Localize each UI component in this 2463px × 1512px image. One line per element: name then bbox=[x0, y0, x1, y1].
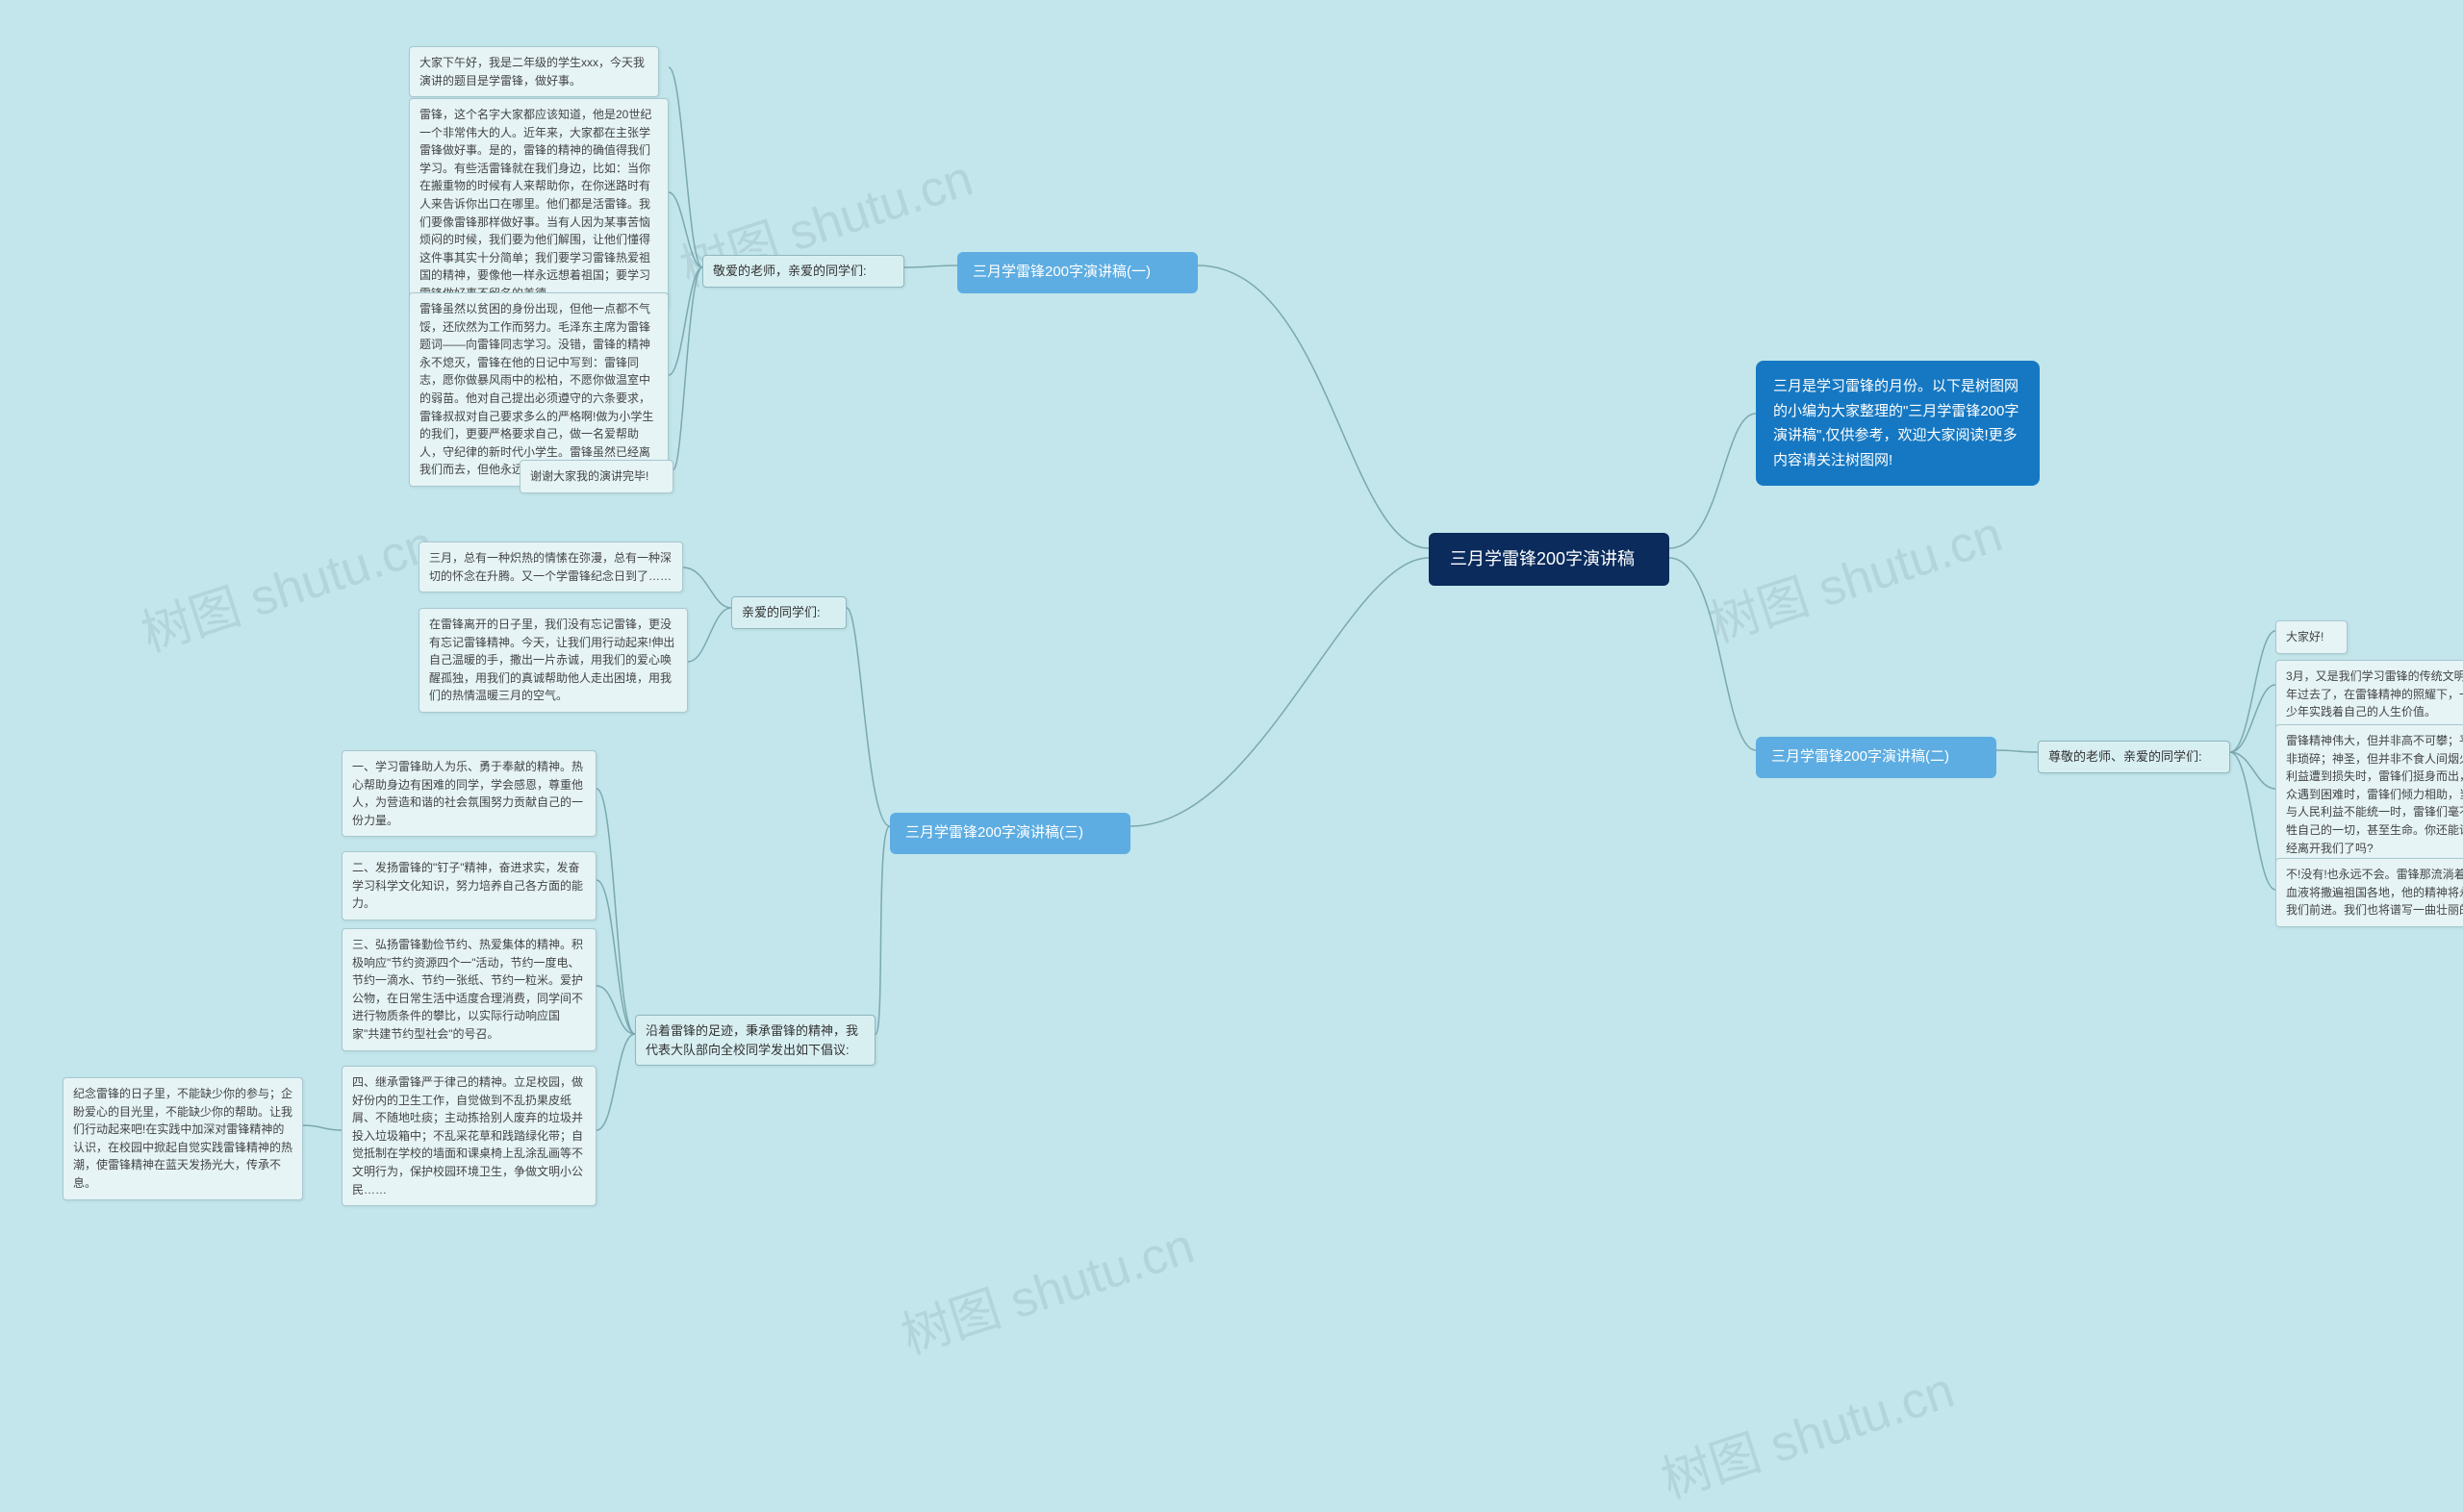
watermark: 树图 shutu.cn bbox=[1651, 1349, 1962, 1512]
branch-speech-2[interactable]: 三月学雷锋200字演讲稿(二) bbox=[1756, 737, 1996, 778]
branch2-leaf: 雷锋精神伟大，但并非高不可攀；平凡，但并非琐碎；神圣，但并非不食人间烟火。当祖国… bbox=[2275, 724, 2463, 865]
branch3-sub1-leaf: 在雷锋离开的日子里，我们没有忘记雷锋，更没有忘记雷锋精神。今天，让我们用行动起来… bbox=[419, 608, 688, 713]
branch-speech-1[interactable]: 三月学雷锋200字演讲稿(一) bbox=[957, 252, 1198, 293]
watermark: 树图 shutu.cn bbox=[131, 503, 442, 666]
watermark: 树图 shutu.cn bbox=[1699, 493, 2010, 656]
branch1-leaf: 谢谢大家我的演讲完毕! bbox=[520, 460, 673, 493]
branch2-leaf: 不!没有!也永远不会。雷锋那流淌着无私奉献的血液将撒遍祖国各地，他的精神将永远激… bbox=[2275, 858, 2463, 927]
branch3-sub2-leaf: 三、弘扬雷锋勤俭节约、热爱集体的精神。积极响应"节约资源四个一"活动，节约一度电… bbox=[342, 928, 597, 1051]
branch1-leaf: 雷锋虽然以贫困的身份出现，但他一点都不气馁，还欣然为工作而努力。毛泽东主席为雷锋… bbox=[409, 292, 669, 487]
branch3-proposal: 沿着雷锋的足迹，秉承雷锋的精神，我代表大队部向全校同学发出如下倡议: bbox=[635, 1015, 876, 1066]
branch2-leaf: 大家好! bbox=[2275, 620, 2348, 654]
branch3-sub2-leaf: 四、继承雷锋严于律己的精神。立足校园，做好份内的卫生工作，自觉做到不乱扔果皮纸屑… bbox=[342, 1066, 597, 1206]
branch3-sub2-leaf: 一、学习雷锋助人为乐、勇于奉献的精神。热心帮助身边有困难的同学，学会感恩，尊重他… bbox=[342, 750, 597, 837]
watermark: 树图 shutu.cn bbox=[891, 1205, 1202, 1368]
intro-node: 三月是学习雷锋的月份。以下是树图网的小编为大家整理的"三月学雷锋200字演讲稿"… bbox=[1756, 361, 2040, 486]
branch-speech-3[interactable]: 三月学雷锋200字演讲稿(三) bbox=[890, 813, 1130, 854]
branch3-sub2-leaf: 二、发扬雷锋的"钉子"精神，奋进求实，发奋学习科学文化知识，努力培养自己各方面的… bbox=[342, 851, 597, 920]
root-node[interactable]: 三月学雷锋200字演讲稿 bbox=[1429, 533, 1669, 586]
branch3-extra-leaf: 纪念雷锋的日子里，不能缺少你的参与；企盼爱心的目光里，不能缺少你的帮助。让我们行… bbox=[63, 1077, 303, 1200]
branch2-leaf: 3月，又是我们学习雷锋的传统文明月。几十年过去了，在雷锋精神的照耀下，一代代青少… bbox=[2275, 660, 2463, 729]
branch3-greeting-1: 亲爱的同学们: bbox=[731, 596, 847, 629]
branch1-leaf: 大家下午好，我是二年级的学生xxx，今天我演讲的题目是学雷锋，做好事。 bbox=[409, 46, 659, 97]
branch1-leaf: 雷锋，这个名字大家都应该知道，他是20世纪一个非常伟大的人。近年来，大家都在主张… bbox=[409, 98, 669, 311]
branch1-greeting: 敬爱的老师，亲爱的同学们: bbox=[702, 255, 904, 288]
branch3-sub1-leaf: 三月，总有一种炽热的情愫在弥漫，总有一种深切的怀念在升腾。又一个学雷锋纪念日到了… bbox=[419, 542, 683, 592]
branch2-greeting: 尊敬的老师、亲爱的同学们: bbox=[2038, 741, 2230, 773]
